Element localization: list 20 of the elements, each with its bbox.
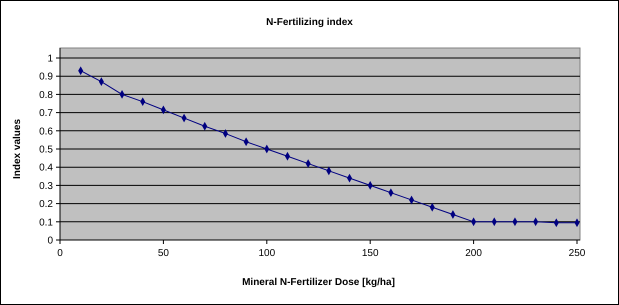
- y-tick-label: 0.1: [39, 217, 54, 228]
- y-tick-label: 0.3: [39, 180, 54, 192]
- x-tick-label: 200: [465, 248, 482, 259]
- x-tick-label: 150: [362, 248, 379, 259]
- x-axis-title: Mineral N-Fertilizer Dose [kg/ha]: [242, 277, 395, 288]
- chart-title: N-Fertilizing index: [266, 17, 354, 28]
- y-tick-label: 0.5: [39, 144, 54, 156]
- y-tick-label: 0.4: [39, 162, 54, 174]
- y-tick-label: 0.2: [39, 199, 54, 210]
- x-tick-label: 100: [258, 248, 276, 259]
- y-tick-label: 0.9: [39, 72, 54, 83]
- y-tick-label: 0.7: [39, 108, 54, 120]
- y-tick-label: 1: [47, 54, 54, 64]
- y-tick-label: 0.6: [39, 126, 54, 138]
- y-tick-label: 0.8: [39, 90, 54, 101]
- x-tick-label: 250: [568, 248, 586, 259]
- y-tick-label: 0: [47, 236, 54, 246]
- y-axis-title: Index values: [12, 118, 23, 180]
- x-tick-label: 50: [158, 248, 170, 259]
- x-tick-label: 0: [57, 248, 64, 259]
